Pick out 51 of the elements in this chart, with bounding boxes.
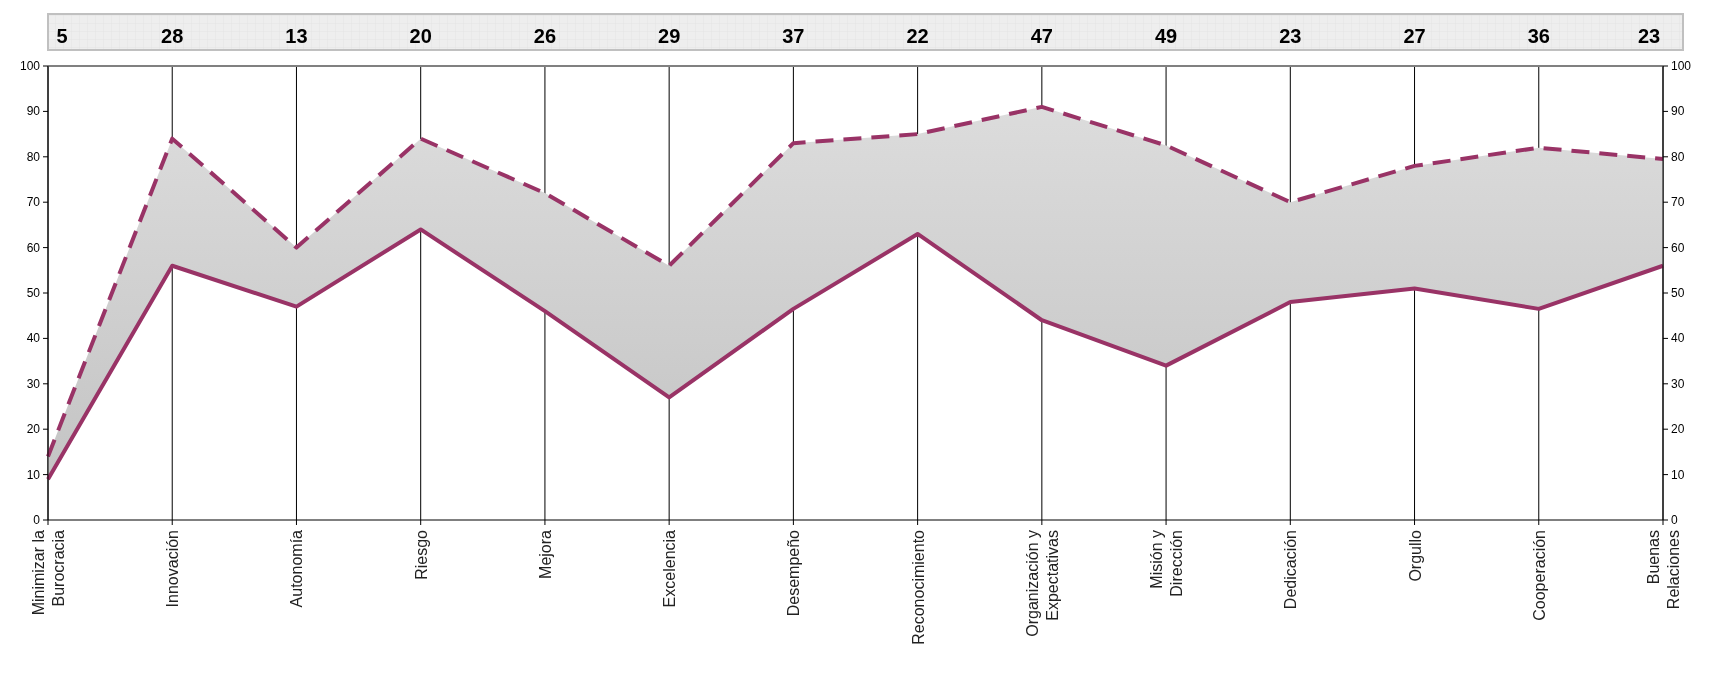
- y-tick-label: 100: [19, 59, 41, 73]
- y2-tick-label: 80: [1671, 149, 1685, 164]
- y-tick-label: 90: [26, 104, 41, 119]
- text: 49: [1154, 25, 1178, 47]
- text: 13: [285, 25, 308, 47]
- y2-tick-label: 50: [1671, 286, 1685, 300]
- x-tick-label: Orgullo: [1406, 529, 1424, 582]
- y-tick-label: 70: [26, 195, 41, 210]
- x-tick-label: Innovación: [164, 530, 182, 608]
- y-tick-label: 80: [26, 149, 41, 164]
- line-series: [46, 227, 1665, 482]
- x-tick-label: Minimizar la Burocracia: [30, 529, 67, 616]
- x-tick-label: Buenas Relaciones: [1645, 530, 1682, 610]
- y-tick-label: 20: [26, 422, 41, 437]
- text: 29: [658, 25, 681, 47]
- y-tick-label: 50: [26, 286, 41, 300]
- text: 23: [1279, 25, 1302, 47]
- y-tick-label: 10: [26, 467, 41, 482]
- text: 22: [906, 25, 929, 47]
- x-tick-label: Cooperación: [1530, 530, 1548, 621]
- y2-tick-label: 70: [1671, 195, 1685, 210]
- y2-tick-label: 40: [1671, 331, 1685, 346]
- y-tick-label: 30: [26, 376, 41, 391]
- y-tick-label: 0: [33, 513, 41, 527]
- text: 37: [782, 25, 805, 47]
- x-tick-label: Autonomía: [288, 529, 306, 608]
- text: 28: [161, 25, 184, 47]
- x-tick-label: Desempeño: [785, 529, 803, 617]
- x-tick-label: Riesgo: [412, 529, 430, 580]
- text: 27: [1403, 25, 1426, 47]
- text: 26: [533, 25, 557, 47]
- x-tick-label: Misión y Dirección: [1148, 530, 1186, 597]
- y2-tick-label: 100: [1671, 59, 1692, 73]
- x-tick-label: Excelencia: [661, 529, 679, 608]
- y2-tick-label: 10: [1671, 467, 1685, 482]
- y-tick-label: 60: [26, 240, 41, 255]
- y2-tick-label: 0: [1671, 513, 1678, 527]
- x-tick-label: Organización y Expectativas: [1023, 530, 1061, 637]
- y2-tick-label: 20: [1671, 422, 1685, 437]
- text: 36: [1527, 25, 1550, 47]
- text: 23: [1637, 25, 1661, 47]
- y2-tick-label: 90: [1671, 104, 1685, 119]
- y2-tick-label: 60: [1671, 240, 1685, 255]
- x-tick-label: Dedicación: [1282, 530, 1300, 610]
- x-tick-label: Mejora: [536, 529, 554, 579]
- x-tick-label: Reconocimiento: [909, 529, 927, 645]
- y2-tick-label: 30: [1671, 376, 1685, 391]
- text: 47: [1030, 25, 1053, 47]
- text: 20: [409, 25, 432, 47]
- text: 5: [56, 25, 68, 47]
- y-tick-label: 40: [26, 331, 41, 346]
